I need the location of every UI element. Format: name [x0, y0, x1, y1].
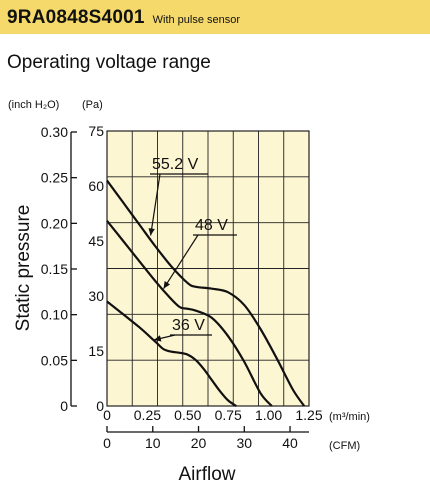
inch-tick-label: 0.10 — [41, 307, 68, 323]
x-tick-label: 0.75 — [215, 407, 242, 423]
series-layer — [106, 179, 306, 407]
pa-tick-label: 75 — [88, 123, 104, 139]
series-leader-arrowhead — [163, 281, 171, 289]
series-line-1 — [106, 179, 306, 407]
x-tick-label: 1.00 — [255, 407, 282, 423]
axes — [70, 131, 309, 433]
inch-tick-label: 0.05 — [41, 352, 68, 368]
x-axis-title: Airflow — [178, 464, 235, 485]
x-tick-label: 0.50 — [174, 407, 201, 423]
x-tick-label: 1.25 — [295, 407, 322, 423]
cfm-tick-label: 10 — [145, 435, 161, 451]
inch-tick-label: 0.20 — [41, 215, 68, 231]
series-leader-line — [150, 173, 161, 236]
inch-tick-label: 0.25 — [41, 170, 68, 186]
pa-tick-label: 45 — [88, 233, 104, 249]
x-unit-primary: (m³/min) — [329, 411, 370, 423]
y-axis-title: Static pressure — [13, 205, 34, 332]
pa-tick-label: 30 — [88, 288, 104, 304]
inch-tick-label: 0 — [60, 398, 68, 414]
pa-tick-label: 60 — [88, 178, 104, 194]
title-bar: 9RA0848S4001 With pulse sensor — [0, 0, 430, 34]
cfm-tick-label: 0 — [103, 435, 111, 451]
cfm-tick-label: 40 — [282, 435, 298, 451]
series-line-2 — [106, 220, 273, 407]
model-title: 9RA0848S4001 With pulse sensor — [7, 7, 240, 29]
model-note: With pulse sensor — [152, 14, 241, 26]
model-number: 9RA0848S4001 — [7, 7, 145, 28]
chart-subtitle: Operating voltage range — [7, 52, 211, 73]
grid-lines — [106, 130, 310, 407]
label-leaders — [148, 173, 237, 342]
series-leader-arrowhead — [153, 335, 162, 342]
y-unit-inch: (inch H₂O) — [8, 99, 59, 111]
cfm-tick-label: 20 — [191, 435, 207, 451]
x-tick-label: 0 — [103, 407, 111, 423]
series-label-1: 55.2 V — [152, 156, 199, 173]
pa-tick-label: 0 — [96, 398, 104, 414]
series-leader-arrowhead — [148, 228, 155, 236]
cfm-tick-label: 30 — [236, 435, 252, 451]
x-tick-label: 0.25 — [134, 407, 161, 423]
inch-tick-label: 0.30 — [41, 124, 68, 140]
inch-tick-label: 0.15 — [41, 261, 68, 277]
series-leader-line — [163, 234, 199, 289]
series-label-2: 48 V — [195, 217, 228, 234]
text-labels: 55.2 V 48 V 36 V 0 0.05 0.10 0.15 0.20 0.25 0.30 0… — [8, 99, 370, 485]
series-label-3: 36 V — [172, 317, 205, 334]
plot-frame — [106, 130, 310, 407]
x-unit-secondary: (CFM) — [329, 440, 360, 452]
y-unit-pa: (Pa) — [82, 99, 103, 111]
series-line-3 — [106, 300, 237, 407]
pa-tick-label: 15 — [88, 343, 104, 359]
